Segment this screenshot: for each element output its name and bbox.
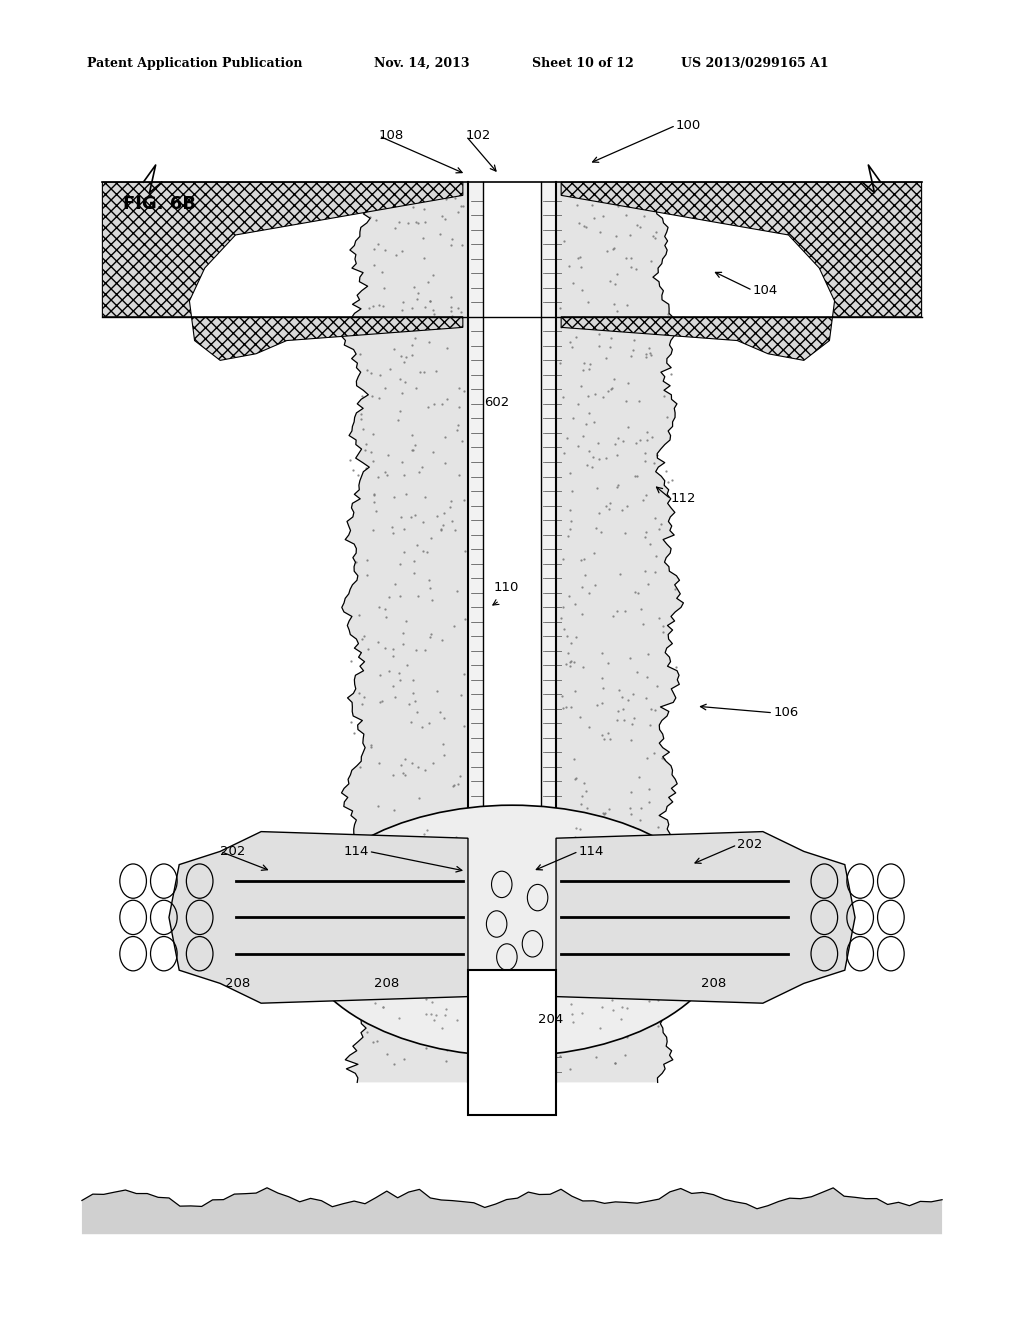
Bar (483, 182, 541, 1082)
Text: 106: 106 (773, 706, 799, 719)
Text: 208: 208 (701, 977, 727, 990)
Text: 114: 114 (343, 845, 369, 858)
Text: 202: 202 (220, 845, 246, 858)
Polygon shape (561, 182, 922, 360)
Text: 104: 104 (753, 284, 778, 297)
Text: 108: 108 (379, 129, 404, 143)
Polygon shape (82, 1188, 942, 1234)
Polygon shape (341, 182, 468, 1082)
Text: 110: 110 (494, 581, 519, 594)
Text: 208: 208 (225, 977, 251, 990)
Polygon shape (556, 832, 855, 1003)
Polygon shape (169, 832, 468, 1003)
Text: 602: 602 (484, 396, 509, 409)
Text: 112: 112 (671, 492, 696, 506)
Bar (468, 970, 556, 1115)
Text: Nov. 14, 2013: Nov. 14, 2013 (374, 57, 469, 70)
Bar (468, 182, 556, 1082)
Text: 208: 208 (374, 977, 399, 990)
Polygon shape (102, 182, 463, 360)
Text: 114: 114 (579, 845, 604, 858)
Text: 102: 102 (466, 129, 492, 143)
Text: Sheet 10 of 12: Sheet 10 of 12 (532, 57, 634, 70)
Text: FIG. 6B: FIG. 6B (123, 195, 196, 214)
Text: 100: 100 (676, 119, 701, 132)
Ellipse shape (297, 805, 727, 1056)
Text: 202: 202 (737, 838, 763, 851)
Polygon shape (556, 182, 684, 1082)
Text: 204: 204 (538, 1012, 563, 1026)
Text: Patent Application Publication: Patent Application Publication (87, 57, 302, 70)
Text: US 2013/0299165 A1: US 2013/0299165 A1 (681, 57, 828, 70)
